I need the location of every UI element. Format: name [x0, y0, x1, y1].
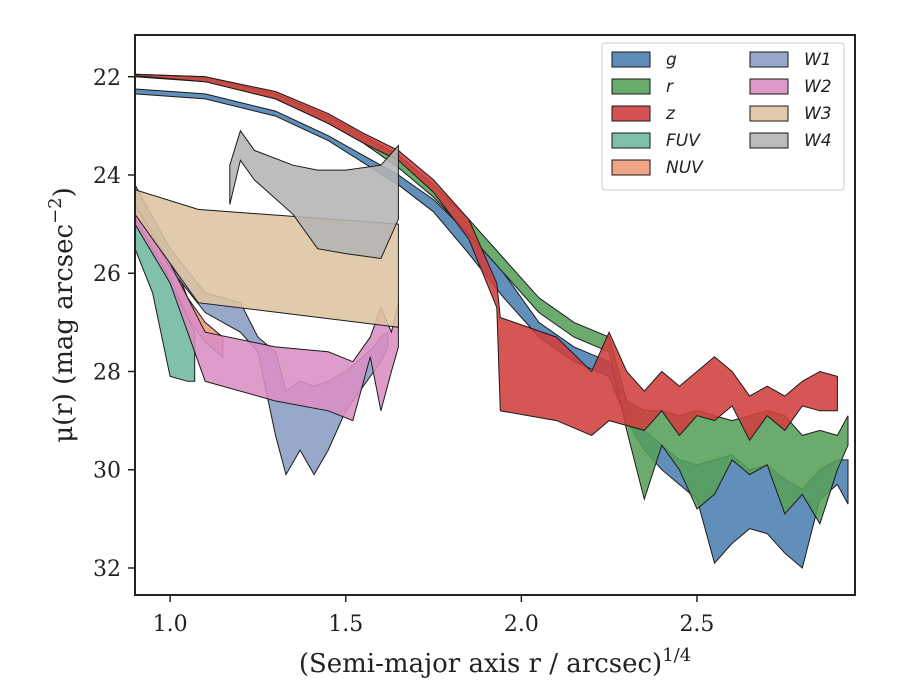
legend-label-w3: W3 [804, 104, 832, 124]
legend-swatch-r [611, 78, 651, 95]
y-tick-label: 30 [93, 459, 121, 484]
y-tick-label: 32 [93, 557, 121, 582]
y-tick-label: 28 [93, 360, 121, 385]
y-axis-title-close: ) [49, 187, 79, 197]
legend-label-g: g [666, 50, 677, 70]
band-w2 [135, 203, 399, 422]
x-tick-label: 2.5 [679, 612, 714, 637]
y-axis-ticks: 22 24 26 28 30 32 [93, 66, 135, 582]
y-tick-label: 22 [93, 66, 121, 91]
band-w4 [229, 129, 399, 260]
legend-swatch-nuv [611, 159, 651, 176]
x-axis-title: (Semi-major axis r / arcsec)1/4 [299, 645, 691, 679]
y-tick-label: 24 [93, 164, 121, 189]
legend-swatch-fuv [611, 132, 651, 149]
legend-label-w4: W4 [804, 131, 832, 151]
legend-swatch-w3 [749, 105, 789, 122]
legend-swatch-w2 [749, 78, 789, 95]
y-axis-title: μ(r) (mag arcsec−2) [45, 187, 79, 443]
x-axis-ticks: 1.0 1.5 2.0 2.5 [153, 595, 714, 637]
legend: grz FUV NUV W1 W2 W3 W4 [601, 42, 845, 191]
legend-label-w2: W2 [804, 77, 832, 97]
x-axis-title-superscript: 1/4 [662, 645, 691, 666]
legend-swatch-z [611, 105, 651, 122]
band-layer [135, 73, 849, 569]
legend-label-z: z [665, 104, 676, 124]
legend-label-r: r [666, 77, 674, 97]
plot-frame [134, 34, 856, 596]
band-z [135, 73, 838, 442]
legend-label-nuv: NUV [666, 158, 704, 178]
y-tick-label: 26 [93, 262, 121, 287]
legend-swatch-w1 [749, 51, 789, 68]
legend-label-fuv: FUV [666, 131, 701, 151]
x-tick-label: 2.0 [504, 612, 539, 637]
band-r [135, 73, 849, 526]
x-tick-label: 1.5 [328, 612, 363, 637]
y-axis-title-superscript: −2 [45, 197, 66, 224]
legend-swatch-g [611, 51, 651, 68]
y-axis-title-text: μ(r) (mag arcsec [49, 224, 79, 443]
legend-label-w1: W1 [804, 50, 832, 70]
x-axis-title-text: (Semi-major axis r / arcsec) [299, 649, 662, 679]
x-tick-label: 1.0 [153, 612, 188, 637]
legend-swatch-w4 [749, 132, 789, 149]
